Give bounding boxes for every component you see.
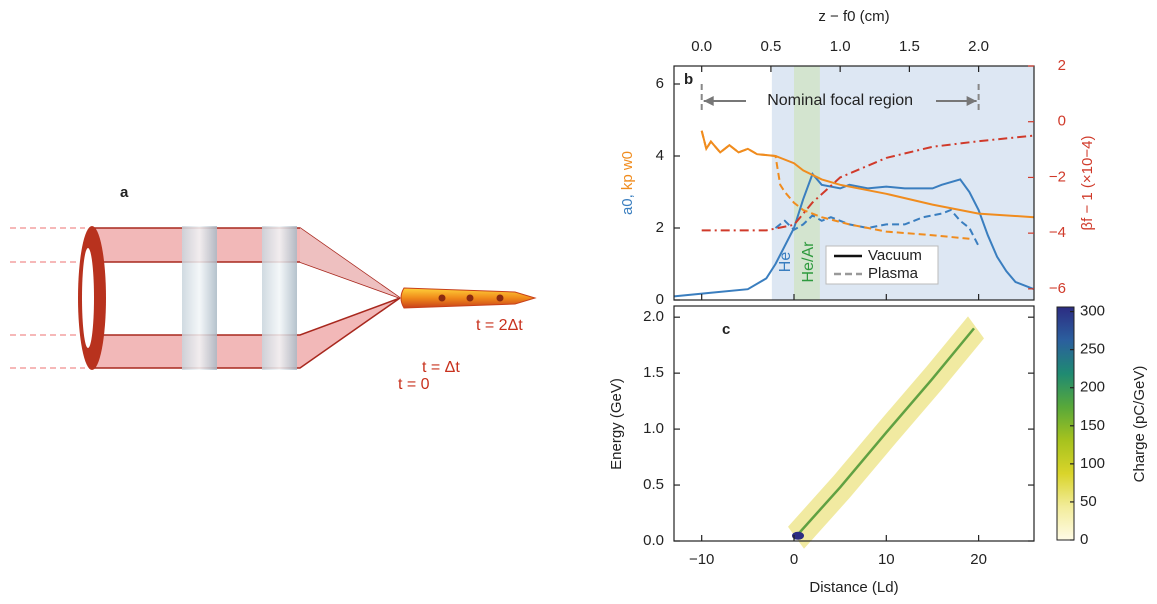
time-label: t = Δt xyxy=(422,359,460,376)
x-tick-label: 20 xyxy=(970,551,987,568)
panel-label: c xyxy=(722,321,730,338)
x2-tick-label: 1.5 xyxy=(899,38,920,55)
colorbar xyxy=(1057,307,1074,540)
colorbar-tick-label: 100 xyxy=(1080,455,1105,472)
y2-axis-label: βf − 1 (×10−4) xyxy=(1079,136,1096,231)
y-tick-label: 0 xyxy=(656,291,664,308)
legend-label: Plasma xyxy=(868,265,919,282)
y-axis-label: a0, kp w0 xyxy=(619,151,636,215)
y2-tick-label: −4 xyxy=(1049,224,1066,241)
panel-label: a xyxy=(120,184,129,201)
x-tick-label: −10 xyxy=(689,551,714,568)
colorbar-tick-label: 300 xyxy=(1080,303,1105,320)
colorbar-tick-label: 50 xyxy=(1080,493,1097,510)
annotation: Nominal focal region xyxy=(767,92,913,109)
y-tick-label: 1.5 xyxy=(643,364,664,381)
panel-label: b xyxy=(684,71,693,88)
y2-tick-label: 2 xyxy=(1058,57,1066,74)
legend-label: Vacuum xyxy=(868,247,922,264)
y-axis-label-part: a0, xyxy=(619,194,636,215)
region-label: He/Ar xyxy=(800,241,817,283)
y-axis-label: Energy (GeV) xyxy=(608,378,625,470)
figure: a t = 0 t = Δt t = 2Δt HeHe/ArNominal fo… xyxy=(0,0,1157,604)
x2-tick-label: 2.0 xyxy=(968,38,989,55)
y-tick-label: 0.5 xyxy=(643,476,664,493)
y-tick-label: 6 xyxy=(656,75,664,92)
colorbar-tick-label: 150 xyxy=(1080,417,1105,434)
x-tick-label: 10 xyxy=(878,551,895,568)
y-tick-label: 2 xyxy=(656,219,664,236)
colorbar-tick-label: 0 xyxy=(1080,531,1088,548)
y-axis-label-part: kp w0 xyxy=(619,151,636,190)
time-label: t = 0 xyxy=(398,376,430,393)
x2-tick-label: 1.0 xyxy=(830,38,851,55)
y-tick-label: 2.0 xyxy=(643,308,664,325)
y-tick-label: 4 xyxy=(656,147,664,164)
y-tick-label: 1.0 xyxy=(643,420,664,437)
colorbar-tick-label: 250 xyxy=(1080,341,1105,358)
time-label: t = 2Δt xyxy=(476,317,523,334)
panel-a-diagram: a t = 0 t = Δt t = 2Δt xyxy=(10,184,535,393)
x2-tick-label: 0.0 xyxy=(691,38,712,55)
charge-ridge xyxy=(794,328,974,538)
colorbar-tick-label: 200 xyxy=(1080,379,1105,396)
x2-axis-label: z − f0 (cm) xyxy=(818,8,889,25)
y-tick-label: 0.0 xyxy=(643,532,664,549)
x-tick-label: 0 xyxy=(790,551,798,568)
colorbar-label: Charge (pC/GeV) xyxy=(1131,366,1148,483)
x2-tick-label: 0.5 xyxy=(760,38,781,55)
y2-tick-label: 0 xyxy=(1058,113,1066,130)
x-axis-label: Distance (Ld) xyxy=(809,579,898,596)
y2-tick-label: −2 xyxy=(1049,168,1066,185)
y2-tick-label: −6 xyxy=(1049,280,1066,297)
